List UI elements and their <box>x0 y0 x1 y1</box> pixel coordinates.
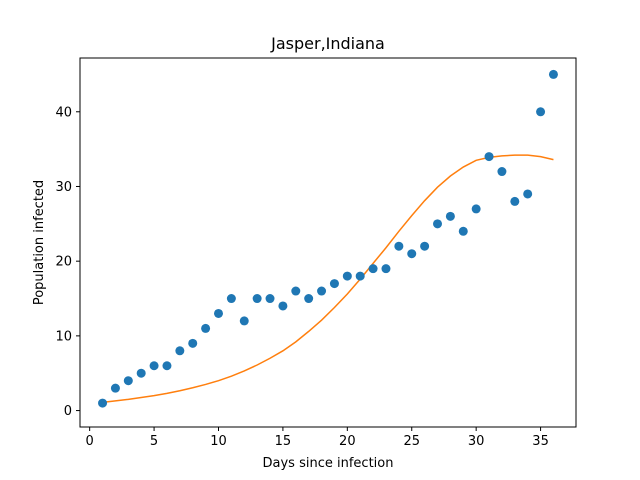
data-point <box>162 361 172 371</box>
axes-frame <box>79 57 577 428</box>
data-point <box>239 316 249 326</box>
data-point <box>471 204 481 214</box>
data-point <box>226 294 236 304</box>
data-point <box>510 196 520 206</box>
data-point <box>368 264 378 274</box>
x-tick-label: 0 <box>86 434 94 449</box>
data-point <box>394 241 404 251</box>
data-point <box>342 271 352 281</box>
data-point <box>407 249 417 259</box>
y-tick-label: 20 <box>55 255 72 270</box>
data-point <box>136 368 146 378</box>
data-point <box>329 279 339 289</box>
x-tick-label: 15 <box>275 434 292 449</box>
data-point <box>175 346 185 356</box>
data-point <box>536 107 546 117</box>
data-point <box>213 308 223 318</box>
data-point <box>497 167 507 177</box>
data-point <box>445 211 455 221</box>
data-point <box>548 69 558 79</box>
plot-marks <box>98 69 558 408</box>
y-tick-label: 40 <box>55 105 72 120</box>
data-point <box>278 301 288 311</box>
data-point <box>201 323 211 333</box>
y-tick-label: 10 <box>55 329 72 344</box>
data-point <box>420 241 430 251</box>
data-point <box>484 152 494 162</box>
x-tick-label: 20 <box>339 434 356 449</box>
data-point <box>458 226 468 236</box>
data-point <box>355 271 365 281</box>
axes: 0 5 10 15 20 25 30 35 0 10 20 30 40 <box>55 57 577 449</box>
data-point <box>188 338 198 348</box>
y-axis-label: Population infected <box>32 180 47 305</box>
data-point <box>252 294 262 304</box>
data-point <box>110 383 120 393</box>
data-point <box>291 286 301 296</box>
x-tick-label: 35 <box>532 434 549 449</box>
x-tick-label: 10 <box>210 434 227 449</box>
data-point <box>98 398 108 408</box>
x-tick-label: 30 <box>468 434 485 449</box>
data-point <box>317 286 327 296</box>
chart-title: Jasper,Indiana <box>270 34 385 53</box>
data-point <box>265 294 275 304</box>
x-tick-label: 25 <box>403 434 420 449</box>
fit-line <box>102 154 554 404</box>
x-axis-label: Days since infection <box>263 456 394 471</box>
data-point <box>149 361 159 371</box>
data-point <box>304 294 314 304</box>
data-point <box>433 219 443 229</box>
data-point <box>523 189 533 199</box>
data-point <box>381 264 391 274</box>
y-tick-label: 0 <box>64 404 72 419</box>
x-tick-label: 5 <box>150 434 158 449</box>
data-point <box>123 376 133 386</box>
y-tick-label: 30 <box>55 180 72 195</box>
